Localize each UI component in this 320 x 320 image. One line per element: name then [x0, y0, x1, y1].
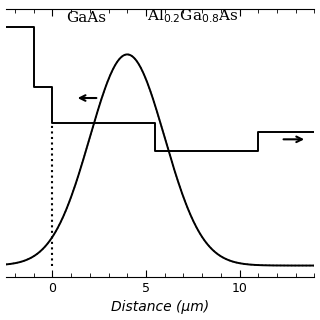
X-axis label: Distance (μm): Distance (μm) — [111, 300, 209, 315]
Text: GaAs: GaAs — [66, 11, 106, 25]
Text: Al$_{0.2}$Ga$_{0.8}$As: Al$_{0.2}$Ga$_{0.8}$As — [147, 7, 238, 25]
